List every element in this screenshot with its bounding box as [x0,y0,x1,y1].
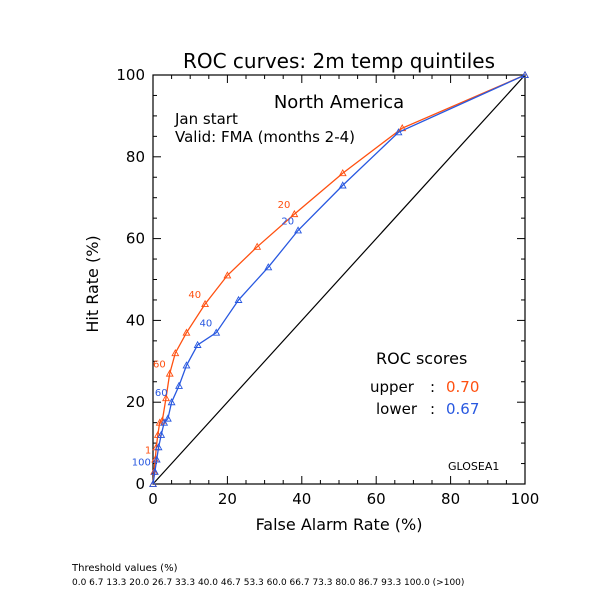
point-label-upper: 1 [145,445,151,456]
y-tick-label: 0 [135,475,145,493]
series-point-lower [264,263,273,271]
series-point-lower [167,398,176,406]
series-point-upper [338,169,347,177]
chart-title: ROC curves: 2m temp quintiles [183,49,495,73]
series-point-lower [193,340,202,348]
series-point-upper [171,348,180,357]
x-tick-label: 40 [292,490,311,508]
series-point-upper [162,393,170,402]
series-point-upper [165,369,174,377]
x-tick-label: 0 [148,490,158,508]
series-point-upper [201,299,210,308]
series-point-lower [154,443,163,451]
series-point-upper [290,209,299,218]
series-point-upper [182,328,191,336]
annotation-start: Jan start [174,110,238,128]
series-point-upper [253,242,262,250]
x-tick-label: 60 [367,490,386,508]
model-label: GLOSEA1 [448,460,499,473]
point-label-upper: 40 [188,290,201,301]
point-label-upper: 60 [153,360,166,371]
score-upper-value: 0.70 [446,378,479,396]
series-point-lower [163,414,172,422]
y-tick-label: 40 [126,311,145,329]
y-tick-label: 60 [126,230,145,248]
x-axis-label: False Alarm Rate (%) [256,515,423,534]
x-tick-label: 80 [441,490,460,508]
chart-subtitle: North America [274,92,404,113]
series-point-lower [160,418,169,426]
series-point-lower [182,361,191,369]
series-point-lower [338,181,347,189]
series-line-lower [152,74,526,485]
x-tick-label: 100 [511,490,540,508]
threshold-values: 0.0 6.7 13.3 20.0 26.7 33.3 40.0 46.7 53… [72,578,465,588]
roc-scores-title: ROC scores [376,349,467,368]
y-tick-label: 100 [116,66,145,84]
series-point-lower [157,430,166,438]
x-tick-label: 20 [218,490,237,508]
threshold-title: Threshold values (%) [72,563,178,574]
point-label-upper: 20 [278,200,291,211]
series-point-lower [150,467,159,475]
axis-ticks: 0 20 40 60 80 100 0 20 40 60 80 100 [116,66,539,508]
score-lower-sep: : [430,400,435,418]
series-layer: 20 40 60 1 20 40 60 100 [132,70,529,488]
score-lower-name: lower [376,400,418,418]
point-label-lower: 60 [155,388,168,399]
y-tick-label: 80 [126,148,145,166]
score-upper-name: upper [370,378,415,396]
point-label-lower: 20 [281,216,294,227]
series-point-lower [152,455,161,463]
series-point-upper [223,271,232,279]
score-lower-value: 0.67 [446,400,479,418]
point-label-lower: 40 [200,319,213,330]
series-point-lower [294,226,303,234]
series-point-lower [234,295,243,303]
series-point-lower [212,328,221,336]
point-label-lower: 100 [132,458,151,469]
series-point-upper [155,418,164,426]
series-lower: 20 40 60 100 [132,70,529,488]
series-point-lower [394,128,403,136]
no-skill-diagonal [152,74,526,485]
series-point-lower [175,381,184,389]
y-tick-label: 20 [126,393,145,411]
y-axis-label: Hit Rate (%) [83,235,102,332]
series-point-lower [521,70,529,79]
score-upper-sep: : [430,378,435,396]
series-point-lower [149,479,157,488]
annotation-valid: Valid: FMA (months 2-4) [175,128,355,146]
roc-chart: ROC curves: 2m temp quintiles North Amer… [83,49,539,534]
